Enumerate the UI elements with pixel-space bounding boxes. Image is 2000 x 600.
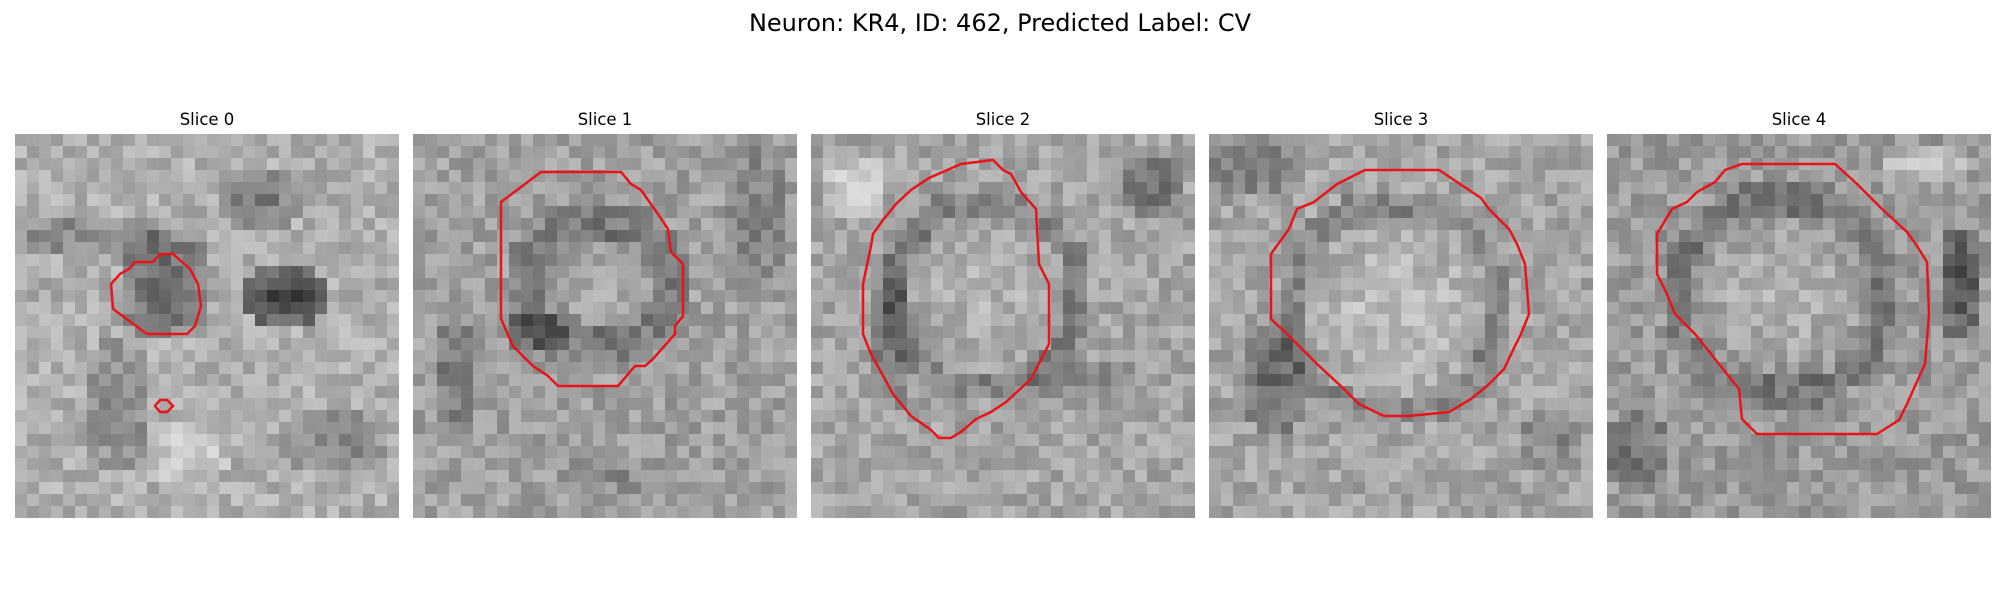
slice-image-4 [1607, 134, 1991, 518]
slice-title-0: Slice 0 [15, 110, 399, 130]
slice-1-pixels [413, 134, 797, 518]
slice-panel-3: Slice 3 [1209, 110, 1593, 518]
slice-2-pixels [811, 134, 1195, 518]
slice-title-3: Slice 3 [1209, 110, 1593, 130]
slice-title-2: Slice 2 [811, 110, 1195, 130]
slice-title-1: Slice 1 [413, 110, 797, 130]
slice-panel-0: Slice 0 [15, 110, 399, 518]
slice-image-3 [1209, 134, 1593, 518]
slice-title-4: Slice 4 [1607, 110, 1991, 130]
slice-panel-1: Slice 1 [413, 110, 797, 518]
slice-4-pixels [1607, 134, 1991, 518]
slice-image-1 [413, 134, 797, 518]
slice-3-pixels [1209, 134, 1593, 518]
slice-image-2 [811, 134, 1195, 518]
slice-image-0 [15, 134, 399, 518]
figure-title: Neuron: KR4, ID: 462, Predicted Label: C… [0, 8, 2000, 38]
slice-panel-4: Slice 4 [1607, 110, 1991, 518]
slice-panel-2: Slice 2 [811, 110, 1195, 518]
slice-0-pixels [15, 134, 399, 518]
